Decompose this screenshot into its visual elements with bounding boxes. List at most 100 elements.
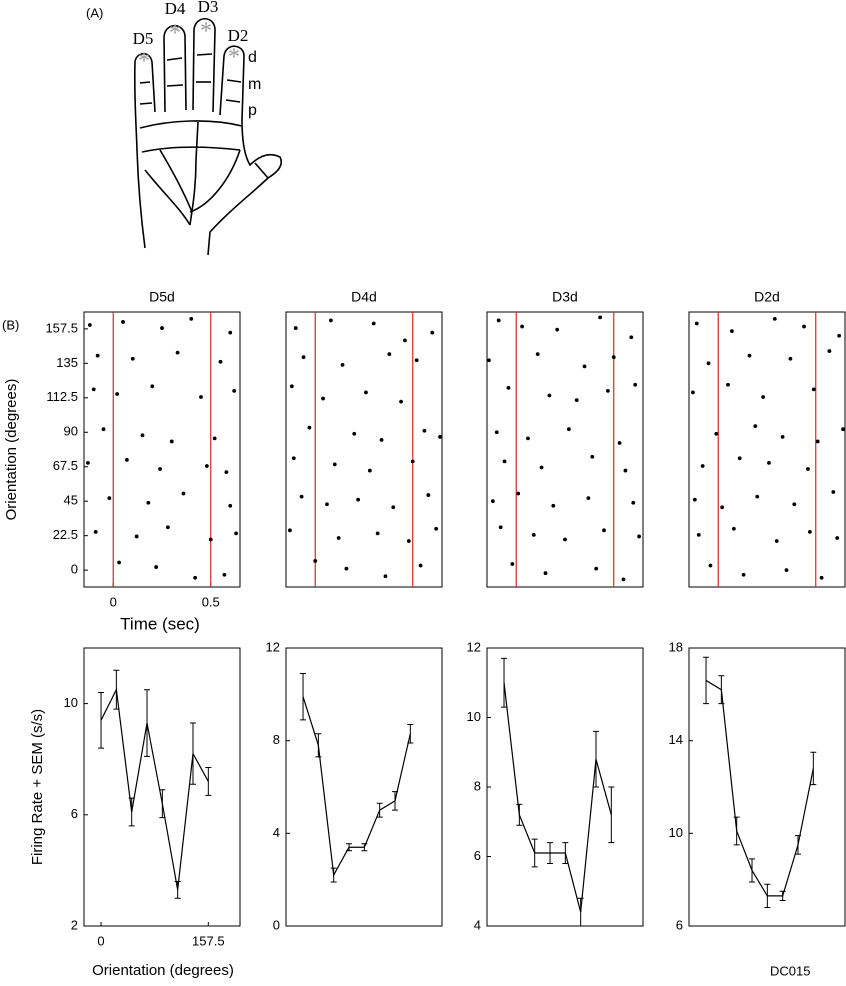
error-bar bbox=[361, 843, 368, 852]
spike bbox=[819, 575, 824, 580]
error-bar bbox=[516, 803, 523, 826]
spike bbox=[356, 497, 361, 502]
spike bbox=[808, 529, 812, 534]
y-tick-label: 8 bbox=[273, 732, 280, 747]
spike bbox=[291, 456, 296, 461]
spike bbox=[617, 441, 622, 445]
spike bbox=[629, 335, 634, 340]
spike bbox=[555, 327, 560, 332]
spike bbox=[747, 353, 752, 358]
x-tick-label: 157.5 bbox=[192, 933, 225, 948]
y-axis-label: Firing Rate + SEM (s/s) bbox=[29, 709, 46, 865]
spike bbox=[193, 575, 198, 580]
spike bbox=[204, 464, 209, 468]
error-bar bbox=[749, 858, 756, 883]
spike bbox=[543, 571, 548, 576]
spike bbox=[806, 467, 810, 471]
y-tick-label: 12 bbox=[266, 639, 280, 654]
spike bbox=[375, 531, 380, 536]
finger-label: D2 bbox=[228, 26, 249, 45]
spike bbox=[590, 454, 595, 459]
y-tick-label: 18 bbox=[669, 639, 683, 654]
spike bbox=[623, 468, 628, 473]
y-tick-label: 4 bbox=[273, 825, 280, 840]
spike bbox=[708, 563, 713, 568]
spike bbox=[181, 491, 186, 496]
spike bbox=[86, 461, 90, 465]
error-bar bbox=[113, 669, 120, 710]
star: * bbox=[138, 49, 150, 75]
spike bbox=[631, 500, 636, 505]
spike bbox=[288, 528, 292, 533]
spike bbox=[753, 424, 758, 429]
spike bbox=[146, 500, 151, 505]
spike bbox=[506, 385, 511, 390]
spike bbox=[367, 468, 372, 473]
error-bar bbox=[174, 881, 181, 899]
spike bbox=[831, 490, 836, 494]
spike bbox=[438, 434, 442, 439]
error-bar bbox=[407, 723, 414, 744]
y-tick-label: 112.5 bbox=[46, 389, 78, 404]
spike bbox=[379, 438, 384, 442]
plot-frame bbox=[486, 311, 644, 588]
spike bbox=[490, 499, 495, 504]
plot-frame bbox=[486, 647, 644, 927]
spike bbox=[563, 537, 567, 542]
error-bar bbox=[391, 791, 398, 811]
y-axis-label: Orientation (degrees) bbox=[3, 379, 20, 521]
error-bar bbox=[315, 733, 322, 758]
panel-label: (A) bbox=[86, 5, 103, 20]
spike bbox=[792, 502, 797, 507]
error-bar bbox=[501, 657, 508, 708]
spike bbox=[340, 362, 345, 367]
error-bar bbox=[562, 842, 569, 864]
spike bbox=[696, 533, 701, 537]
error-bar bbox=[128, 797, 135, 827]
error-bar bbox=[300, 672, 307, 721]
y-tick-label: 4 bbox=[474, 917, 481, 932]
spike bbox=[121, 320, 125, 324]
spike bbox=[692, 497, 697, 502]
y-tick-label: 90 bbox=[64, 424, 78, 439]
error-bar bbox=[718, 675, 725, 705]
error-bar bbox=[547, 842, 554, 864]
error-bar bbox=[330, 867, 337, 883]
spike bbox=[496, 318, 501, 323]
error-bar bbox=[592, 730, 599, 788]
spike bbox=[706, 361, 711, 366]
tuning-line bbox=[302, 696, 411, 877]
error-bar bbox=[159, 789, 166, 819]
chart-title: D4d bbox=[351, 289, 377, 305]
spike bbox=[199, 395, 203, 399]
spike bbox=[520, 324, 524, 329]
spike bbox=[835, 536, 840, 540]
spike bbox=[410, 459, 415, 464]
plot-frame bbox=[285, 647, 443, 927]
spike bbox=[551, 503, 556, 508]
chart-title: D2d bbox=[754, 289, 780, 305]
spike bbox=[811, 387, 816, 392]
plot-frame bbox=[83, 311, 241, 588]
chart-title: D3d bbox=[552, 289, 578, 305]
spike bbox=[403, 338, 407, 343]
y-tick-label: 6 bbox=[676, 917, 683, 932]
spike bbox=[218, 359, 223, 364]
spike bbox=[344, 566, 349, 571]
spike bbox=[774, 539, 779, 543]
spike bbox=[755, 494, 760, 499]
y-tick-label: 10 bbox=[467, 709, 481, 724]
segment-label: d bbox=[248, 49, 257, 66]
finger-label: D5 bbox=[133, 29, 154, 48]
spike bbox=[91, 387, 96, 392]
spike bbox=[130, 356, 135, 361]
spike bbox=[539, 465, 544, 470]
error-bar bbox=[531, 838, 538, 868]
spike bbox=[208, 537, 213, 542]
spike bbox=[726, 382, 730, 387]
error-bar bbox=[98, 691, 105, 749]
error-bar bbox=[205, 767, 212, 796]
segment-label: p bbox=[248, 102, 257, 119]
spike bbox=[383, 574, 388, 579]
spike bbox=[837, 333, 842, 338]
